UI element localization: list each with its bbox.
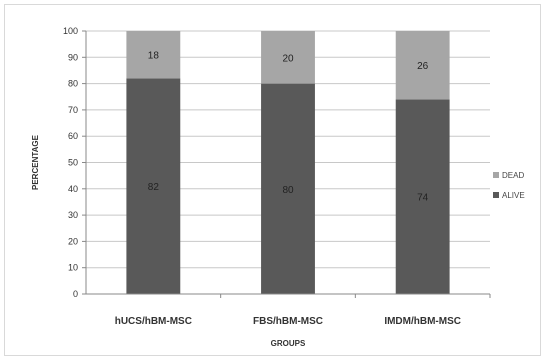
y-tick-label: 90 (68, 52, 78, 62)
bar-alive-fbs-hbm-msc (261, 83, 315, 294)
y-tick-label: 30 (68, 210, 78, 220)
x-axis-title: GROUPS (271, 339, 306, 348)
legend: DEAD ALIVE (493, 171, 525, 200)
y-axis-ticks: 0 10 20 30 40 50 60 70 80 90 100 (63, 26, 86, 299)
bar-alive-hucs-hbm-msc (126, 78, 181, 294)
data-label-alive: 82 (148, 182, 160, 193)
y-tick-label: 80 (68, 79, 78, 89)
y-tick-label: 0 (73, 289, 78, 299)
bar-alive-imdm-hbm-msc (395, 99, 450, 294)
y-tick-label: 40 (68, 184, 78, 194)
data-label-dead: 26 (417, 61, 429, 72)
y-tick-label: 70 (68, 105, 78, 115)
y-tick-label: 50 (68, 158, 78, 168)
x-category-label: FBS/hBM-MSC (253, 316, 323, 327)
stacked-bar-chart: 82 18 80 20 74 26 0 10 20 30 40 50 60 70 80 90 100 hUCS… (31, 26, 525, 348)
legend-label-dead: DEAD (502, 171, 524, 180)
bar-dead-hucs-hbm-msc (126, 31, 181, 79)
legend-swatch-alive (493, 192, 499, 198)
data-label-dead: 18 (148, 51, 160, 62)
legend-swatch-dead (493, 172, 499, 178)
data-label-alive: 74 (417, 193, 429, 204)
x-category-label: IMDM/hBM-MSC (384, 316, 461, 327)
y-tick-label: 60 (68, 131, 78, 141)
y-tick-label: 10 (68, 263, 78, 273)
data-label-alive: 80 (282, 185, 294, 196)
data-labels: 82 18 80 20 74 26 (148, 51, 429, 204)
data-label-dead: 20 (282, 53, 294, 64)
legend-label-alive: ALIVE (502, 191, 525, 200)
x-axis-categories: hUCS/hBM-MSC FBS/hBM-MSC IMDM/hBM-MSC (115, 294, 491, 327)
y-tick-label: 20 (68, 236, 78, 246)
bars (126, 31, 450, 294)
y-tick-label: 100 (63, 26, 78, 36)
chart-frame: 82 18 80 20 74 26 0 10 20 30 40 50 60 70 80 90 100 hUCS… (4, 4, 541, 356)
x-category-label: hUCS/hBM-MSC (115, 316, 192, 327)
y-axis-title: PERCENTAGE (31, 134, 40, 190)
bar-dead-imdm-hbm-msc (395, 31, 450, 100)
bar-dead-fbs-hbm-msc (261, 31, 315, 84)
